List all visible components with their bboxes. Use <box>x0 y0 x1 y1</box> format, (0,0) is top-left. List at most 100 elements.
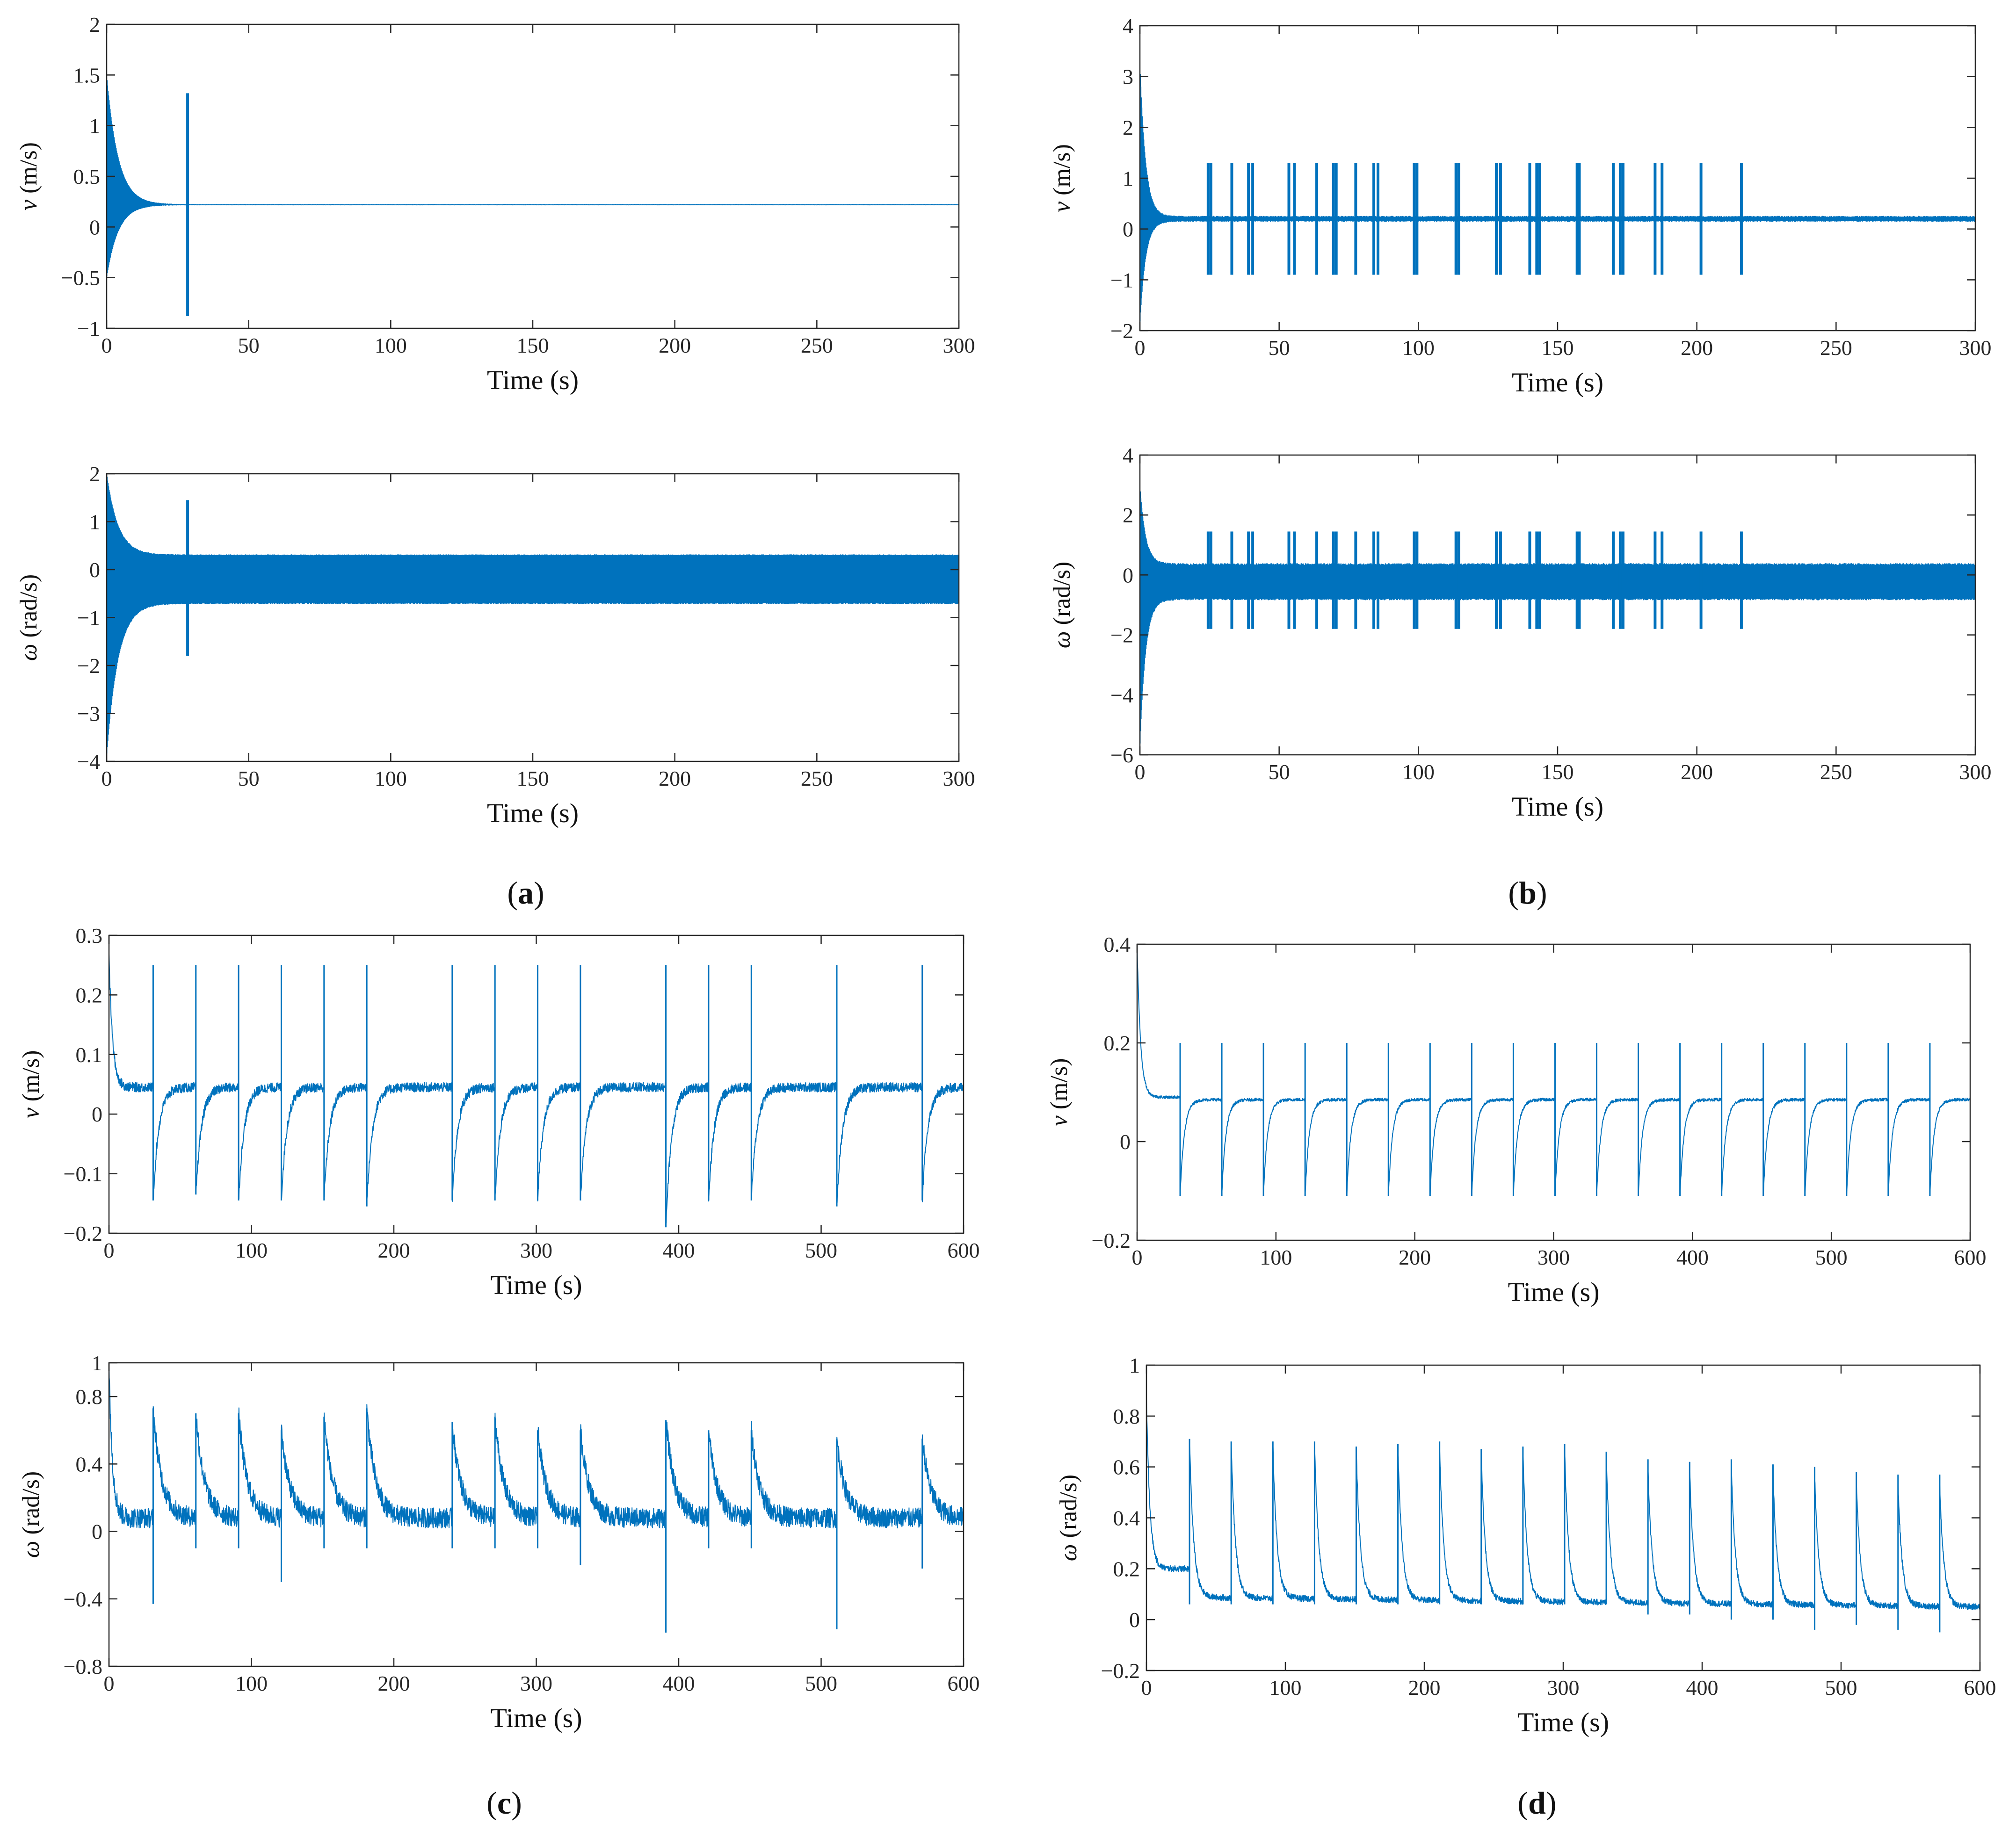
x-axis-label-d-bottom: Time (s) <box>1517 1707 1609 1737</box>
x-axis-label-c-bottom: Time (s) <box>490 1703 582 1733</box>
y-axis-unit-a-bottom: (rad/s) <box>15 574 42 644</box>
y-axis-symbol-c-top: v <box>18 1107 44 1118</box>
y-tick-label-d-top-0: −0.2 <box>1092 1229 1131 1252</box>
x-tick-label-b-top-1: 50 <box>1269 336 1290 360</box>
y-axis-label-c-top: v (m/s) <box>18 1050 44 1119</box>
y-tick-label-a-bottom-2: −2 <box>77 654 100 678</box>
y-axis-label-a-bottom: ω (rad/s) <box>15 574 42 661</box>
y-tick-label-b-top-5: 3 <box>1123 65 1133 89</box>
chart-c-bottom: 0 100 200 300 400 500 600 −0.8 −0.4 0 0.4 0.8 1 Time … <box>18 1351 980 1733</box>
x-tick-label-d-top-5: 500 <box>1815 1245 1848 1269</box>
series-line-c-bottom <box>109 1367 964 1529</box>
x-tick-label-c-top-1: 100 <box>235 1238 268 1262</box>
y-axis-unit-a-top: (m/s) <box>15 142 42 200</box>
chart-d-bottom: 0 100 200 300 400 500 600−0.200.20.40.60.81Tim… <box>1055 1353 1996 1737</box>
x-tick-label-b-bottom-5: 250 <box>1820 760 1852 784</box>
y-axis-unit-b-top: (m/s) <box>1049 144 1075 202</box>
x-tick-label-d-top-3: 300 <box>1537 1245 1570 1269</box>
x-tick-label-d-bottom-0: 0 <box>1141 1676 1152 1700</box>
y-tick-label-c-top-4: 0.2 <box>76 983 103 1007</box>
x-axis-label-a-top: Time (s) <box>487 365 579 395</box>
y-tick-label-a-top-6: 2 <box>89 13 100 36</box>
chart-c-top: 0 100 200 300 400 500 600 −0.2 −0.1 0 0.1 0.2 0.3 Tim… <box>18 924 980 1300</box>
y-tick-label-a-bottom-0: −4 <box>77 750 100 774</box>
y-tick-label-c-bottom-5: 1 <box>92 1351 102 1375</box>
y-tick-label-c-top-3: 0.1 <box>76 1043 103 1067</box>
subfigure-label-b: (b) <box>1508 875 1547 911</box>
x-tick-label-a-bottom-2: 100 <box>375 767 407 790</box>
x-tick-label-d-bottom-2: 200 <box>1408 1676 1441 1700</box>
x-tick-label-b-bottom-4: 200 <box>1681 760 1713 784</box>
x-tick-label-a-bottom-6: 300 <box>943 767 975 790</box>
y-tick-label-b-top-4: 2 <box>1123 116 1133 139</box>
y-tick-label-b-top-3: 1 <box>1123 166 1133 190</box>
x-tick-label-a-top-5: 250 <box>801 333 833 357</box>
y-axis-symbol-c-bottom: ω <box>18 1541 44 1558</box>
y-tick-label-c-bottom-2: 0 <box>92 1520 102 1544</box>
x-tick-label-c-top-5: 500 <box>805 1238 837 1262</box>
x-tick-label-c-bottom-4: 400 <box>663 1671 695 1695</box>
y-tick-label-a-bottom-1: −3 <box>77 702 100 726</box>
plot-area-d-top <box>1137 944 1970 1196</box>
series-line-b-top <box>1140 61 1975 322</box>
plot-area-b-bottom <box>1140 485 1975 744</box>
y-tick-label-d-bottom-5: 0.8 <box>1113 1404 1140 1428</box>
x-tick-label-a-top-6: 300 <box>943 333 975 357</box>
x-tick-label-b-top-0: 0 <box>1135 336 1146 360</box>
y-tick-label-a-top-0: −1 <box>77 317 100 340</box>
chart-a-bottom: 0 50 100 150 200 250 300 −4 −3 −2 −1 0 1 2 Time (s) ω (… <box>15 462 975 828</box>
x-tick-label-d-bottom-5: 500 <box>1825 1676 1857 1700</box>
y-axis-unit-d-bottom: (rad/s) <box>1055 1475 1082 1544</box>
y-tick-label-d-bottom-4: 0.6 <box>1113 1455 1140 1479</box>
y-tick-label-d-bottom-0: −0.2 <box>1101 1659 1140 1683</box>
plot-area-d-bottom <box>1146 1397 1980 1633</box>
x-tick-label-b-bottom-2: 100 <box>1402 760 1435 784</box>
x-tick-label-c-top-4: 400 <box>663 1238 695 1262</box>
y-axis-unit-d-top: (m/s) <box>1046 1058 1073 1116</box>
y-tick-label-b-bottom-3: 0 <box>1123 563 1133 587</box>
x-tick-label-b-top-2: 100 <box>1402 336 1435 360</box>
x-tick-label-c-top-2: 200 <box>378 1238 410 1262</box>
subfigure-label-a: (a) <box>507 875 544 911</box>
x-tick-label-a-bottom-5: 250 <box>801 767 833 790</box>
x-tick-label-c-top-0: 0 <box>104 1238 115 1262</box>
y-tick-label-b-bottom-4: 2 <box>1123 503 1133 527</box>
y-tick-label-b-top-2: 0 <box>1123 217 1133 241</box>
y-tick-label-d-bottom-6: 1 <box>1129 1353 1140 1377</box>
subfigure-label-c: (c) <box>486 1785 522 1821</box>
y-tick-label-c-bottom-1: −0.4 <box>64 1587 102 1611</box>
y-tick-label-c-bottom-0: −0.8 <box>64 1655 102 1678</box>
x-tick-label-a-top-1: 50 <box>238 333 260 357</box>
y-axis-symbol-b-bottom: ω <box>1049 631 1075 649</box>
y-axis-label-b-top: v (m/s) <box>1049 144 1075 212</box>
x-tick-label-c-bottom-3: 300 <box>520 1671 552 1695</box>
x-tick-label-d-bottom-6: 600 <box>1964 1676 1996 1700</box>
x-tick-label-d-top-6: 600 <box>1954 1245 1987 1269</box>
subfigure-label-d: (d) <box>1517 1785 1556 1821</box>
y-tick-label-a-bottom-4: 0 <box>89 558 100 582</box>
series-line-b-bottom <box>1140 485 1975 744</box>
y-tick-label-c-bottom-3: 0.4 <box>76 1452 103 1476</box>
y-tick-label-a-top-3: 0.5 <box>73 165 101 188</box>
y-axis-label-c-bottom: ω (rad/s) <box>18 1471 44 1558</box>
series-line-d-top <box>1137 944 1970 1196</box>
x-tick-label-c-top-6: 600 <box>948 1238 980 1262</box>
y-tick-label-d-bottom-2: 0.2 <box>1113 1557 1140 1581</box>
x-axis-label-c-top: Time (s) <box>490 1270 582 1300</box>
plot-area-c-bottom <box>109 1367 964 1633</box>
y-axis-unit-c-bottom: (rad/s) <box>18 1471 44 1541</box>
y-tick-label-d-top-2: 0.2 <box>1104 1031 1131 1055</box>
series-line-c-top <box>109 954 964 1225</box>
plot-area-a-top <box>107 75 959 316</box>
x-tick-label-d-bottom-1: 100 <box>1269 1676 1302 1700</box>
y-axis-label-d-top: v (m/s) <box>1046 1058 1073 1127</box>
x-tick-label-a-bottom-4: 200 <box>659 767 691 790</box>
x-tick-label-a-top-3: 150 <box>517 333 549 357</box>
x-tick-label-c-bottom-1: 100 <box>235 1671 268 1695</box>
x-tick-label-a-bottom-1: 50 <box>238 767 260 790</box>
x-tick-label-c-bottom-5: 500 <box>805 1671 837 1695</box>
series-line-d-bottom <box>1146 1397 1980 1610</box>
y-tick-label-d-bottom-1: 0 <box>1129 1608 1140 1632</box>
